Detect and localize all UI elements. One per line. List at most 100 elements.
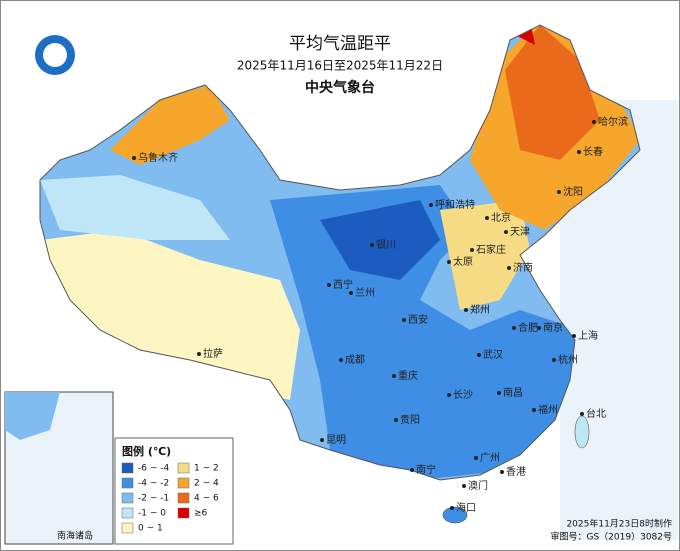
city-label: 太原 <box>453 255 473 268</box>
city-dot <box>392 374 396 378</box>
legend-swatch <box>121 477 134 489</box>
footer-approval: 审图号：GS（2019）3082号 <box>551 531 673 543</box>
legend-label: 4 ~ 6 <box>194 494 219 504</box>
city-label: 北京 <box>491 211 511 224</box>
city-label: 天津 <box>510 226 530 238</box>
city-dot <box>447 393 451 397</box>
city-dot <box>504 230 508 234</box>
city-dot <box>485 216 489 220</box>
city-dot <box>592 120 596 124</box>
field-mild-north <box>440 200 530 310</box>
city-dot <box>132 156 136 160</box>
city-label: 广州 <box>480 452 500 464</box>
city-dot <box>507 266 511 270</box>
city-dot <box>370 243 374 247</box>
title: 平均气温距平 <box>289 34 391 54</box>
legend-swatch <box>121 507 134 519</box>
field-hot-northeast <box>505 25 600 160</box>
city-label: 兰州 <box>355 286 375 299</box>
city-label: 银川 <box>376 238 396 251</box>
city-dot <box>349 291 353 295</box>
city-label: 长春 <box>583 146 603 158</box>
city-dot <box>552 358 556 362</box>
legend-swatch <box>121 462 134 474</box>
legend-label: -6 ~ -4 <box>138 464 169 474</box>
inset: 南海诸岛 <box>4 391 114 545</box>
field-cool-west <box>40 175 230 240</box>
legend-label: 1 ~ 2 <box>194 464 219 474</box>
logo-inner <box>43 43 67 67</box>
city-dot <box>462 484 466 488</box>
city-dot <box>410 468 414 472</box>
city-label: 台北 <box>586 407 606 420</box>
city-dot <box>477 353 481 357</box>
city-label: 海口 <box>456 501 476 514</box>
city-dot <box>464 308 468 312</box>
city-label: 福州 <box>538 403 558 416</box>
city-dot <box>402 318 406 322</box>
footer-made: 2025年11月23日8时制作 <box>566 518 672 530</box>
inset-land <box>5 392 60 440</box>
city-label: 南昌 <box>503 386 523 399</box>
legend-label: -4 ~ -2 <box>138 479 169 489</box>
city-dot <box>500 470 504 474</box>
subtitle: 2025年11月16日至2025年11月22日 <box>237 59 443 73</box>
legend: 图例 (℃) -6 ~ -4 -4 ~ -2 -2 ~ -1 -1 ~ 0 0 ~ 1 1… <box>114 437 234 545</box>
city-label: 成都 <box>345 354 365 366</box>
legend-label: -1 ~ 0 <box>138 509 166 519</box>
city-label: 长沙 <box>453 389 473 401</box>
city-label: 贵阳 <box>400 413 420 426</box>
city-label: 南京 <box>543 321 563 334</box>
city-label: 合肥 <box>518 321 538 334</box>
legend-swatch <box>177 477 190 489</box>
city-dot <box>320 438 324 442</box>
city-label: 呼和浩特 <box>435 199 475 211</box>
city-label: 香港 <box>506 466 526 478</box>
legend-box <box>114 437 234 545</box>
city-label: 重庆 <box>398 369 418 382</box>
legend-label: -2 ~ -1 <box>138 494 169 504</box>
city-label: 沈阳 <box>563 185 583 198</box>
legend-title: 图例 (℃) <box>122 444 171 458</box>
city-label: 西宁 <box>333 278 353 291</box>
legend-swatch <box>177 492 190 504</box>
city-dot <box>339 358 343 362</box>
city-label: 武汉 <box>483 348 503 361</box>
city-dot <box>532 408 536 412</box>
legend-swatch <box>177 507 190 519</box>
city-dot <box>429 203 433 207</box>
city-dot <box>580 412 584 416</box>
city-dot <box>327 283 331 287</box>
legend-swatch <box>121 522 134 534</box>
inset-label: 南海诸岛 <box>57 530 93 542</box>
legend-label: 2 ~ 4 <box>194 479 219 489</box>
city-dot <box>512 326 516 330</box>
city-dot <box>470 248 474 252</box>
agency: 中央气象台 <box>305 79 375 96</box>
city-label: 哈尔滨 <box>598 115 628 128</box>
city-dot <box>577 150 581 154</box>
legend-swatch <box>177 462 190 474</box>
city-dot <box>497 391 501 395</box>
city-label: 澳门 <box>468 479 488 492</box>
city-dot <box>394 418 398 422</box>
city-label: 郑州 <box>470 303 490 316</box>
city-label: 昆明 <box>326 434 346 446</box>
city-dot <box>537 326 541 330</box>
city-label: 乌鲁木齐 <box>138 151 178 164</box>
city-dot <box>450 506 454 510</box>
city-label: 石家庄 <box>476 243 506 256</box>
city-label: 西安 <box>408 313 428 326</box>
legend-label: 0 ~ 1 <box>138 524 163 534</box>
legend-label: ≥6 <box>194 509 208 519</box>
field-warm-west <box>40 230 300 400</box>
city-label: 拉萨 <box>203 347 223 360</box>
city-label: 南宁 <box>416 463 436 476</box>
city-label: 上海 <box>578 329 598 342</box>
city-dot <box>557 190 561 194</box>
legend-swatch <box>121 492 134 504</box>
field-coldest <box>320 200 440 280</box>
city-dot <box>447 260 451 264</box>
hainan <box>442 506 468 524</box>
